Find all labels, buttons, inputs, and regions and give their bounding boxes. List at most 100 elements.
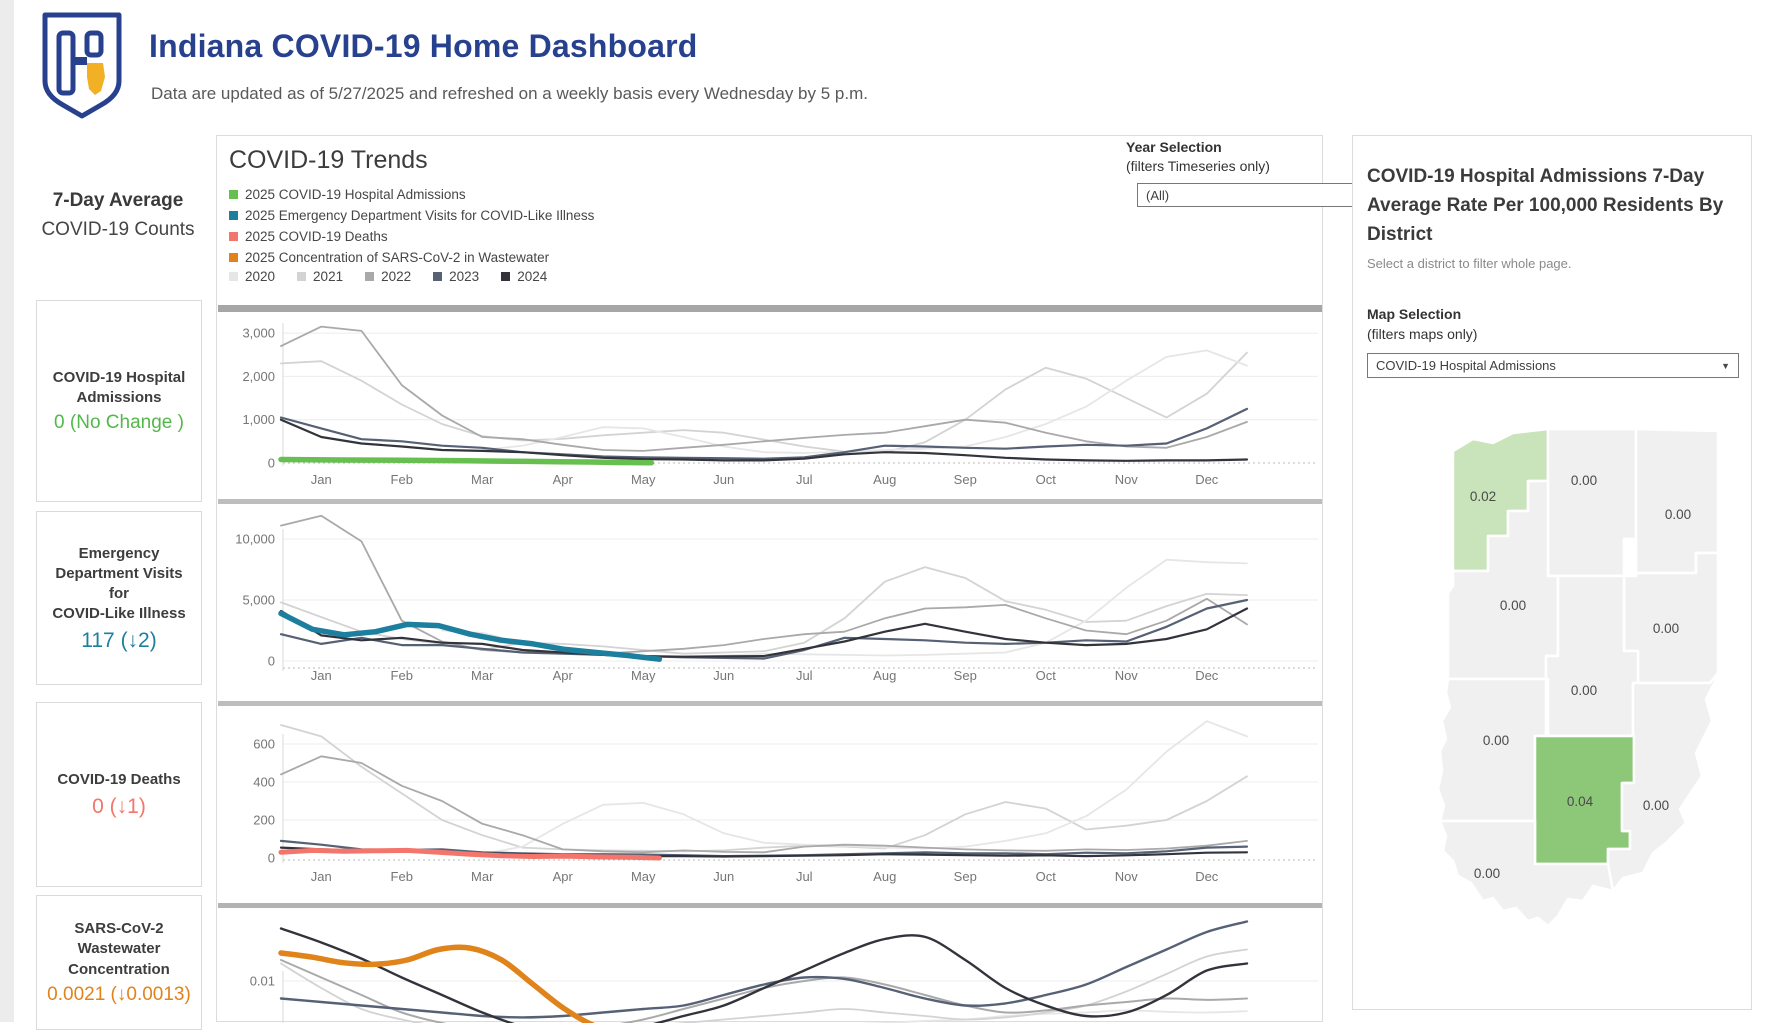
svg-text:0: 0 [268,851,275,866]
legend-item: 2025 Emergency Department Visits for COV… [229,205,594,226]
map-selection-value: COVID-19 Hospital Admissions [1376,358,1556,373]
district-value-label: 0.00 [1643,798,1669,813]
svg-text:Sep: Sep [954,472,977,487]
district-value-label: 0.00 [1571,473,1597,488]
kpi-card-value: 0.0021 (↓0.0013) [47,983,191,1005]
map-panel: COVID-19 Hospital Admissions 7-Day Avera… [1352,135,1752,1010]
trends-title: COVID-19 Trends [229,146,428,174]
legend-item: 2025 COVID-19 Deaths [229,226,594,247]
district-value-label: 0.00 [1500,598,1526,613]
legend-swatch-icon [365,272,375,281]
map-district-west-central[interactable]: 0.00 [1446,479,1560,681]
map-district-southwest-upper[interactable]: 0.00 [1436,677,1548,823]
kpi-card-label: Emergency Department Visits for COVID-Li… [52,544,186,623]
legend-year-label: 2024 [517,269,548,284]
legend-year-label: 2020 [245,269,276,284]
legend-swatch-icon [229,211,238,220]
trends-panel: COVID-19 Trends 2025 COVID-19 Hospital A… [216,135,1535,1023]
map-district-central[interactable]: 0.00 [1544,574,1640,738]
svg-text:Aug: Aug [873,869,896,884]
legend-year-item: 2023 [433,269,479,284]
map-district-north-central[interactable]: 0.00 [1546,427,1638,578]
svg-text:Dec: Dec [1195,472,1219,487]
svg-text:Jul: Jul [796,869,813,884]
separator-bar [218,701,1322,706]
district-value-label: 0.04 [1567,794,1594,809]
legend-years: 2020 2021 2022 2023 2024 [229,269,569,284]
svg-text:Oct: Oct [1036,472,1057,487]
kpi-card-label: COVID-19 Hospital Admissions [52,368,186,406]
legend-swatch-icon [501,272,511,281]
map-district-southeast[interactable]: 0.00 [1606,671,1720,893]
svg-text:400: 400 [253,775,275,790]
svg-text:3,000: 3,000 [242,326,275,341]
kpi-card: SARS-CoV-2 Wastewater Concentration 0.002… [36,895,202,1030]
kpi-card-value: 0 (↓1) [92,794,146,818]
left-gutter [0,0,14,1022]
map-district-south-central[interactable]: 0.04 [1533,734,1636,866]
svg-text:Feb: Feb [391,869,413,884]
svg-text:200: 200 [253,813,275,828]
svg-text:Dec: Dec [1195,668,1219,683]
legend-year-item: 2020 [229,269,275,284]
kpi-card: COVID-19 Deaths 0 (↓1) [36,702,202,887]
svg-text:Jul: Jul [796,668,813,683]
map-district-southwest-lower[interactable]: 0.00 [1438,819,1615,928]
svg-text:Apr: Apr [553,472,574,487]
legend-item: 2025 COVID-19 Hospital Admissions [229,184,594,205]
map-district-northeast[interactable]: 0.00 [1634,427,1720,575]
svg-text:0.01: 0.01 [250,974,275,989]
legend-label: 2025 COVID-19 Deaths [245,229,388,244]
svg-text:0: 0 [268,456,275,471]
chart-ed-visits: 10,000 5,000 0 Jan Feb Mar Apr May Jun Jul Aug Sep O… [235,514,1318,683]
legend-year-item: 2024 [501,269,547,284]
svg-text:Oct: Oct [1036,668,1057,683]
svg-text:Jun: Jun [713,472,734,487]
legend-swatch-icon [433,272,443,281]
chart-hospital-admissions: 3,000 2,000 1,000 0 Jan Feb Mar Apr May Jun Jul Aug… [242,323,1318,487]
svg-text:Dec: Dec [1195,869,1219,884]
svg-text:Feb: Feb [391,668,413,683]
svg-text:May: May [631,869,656,884]
map-selection-label: Map Selection [1367,306,1462,322]
separator-bar [218,305,1322,312]
svg-text:Sep: Sep [954,668,977,683]
legend-swatch-icon [229,272,238,281]
legend-year-label: 2022 [381,269,412,284]
legend-year-item: 2022 [365,269,411,284]
sidebar-heading-line2: COVID-19 Counts [41,219,195,240]
svg-text:Nov: Nov [1115,668,1139,683]
kpi-card-value: 117 (↓2) [81,628,157,652]
svg-text:Jun: Jun [713,668,734,683]
map-selection-dropdown[interactable]: COVID-19 Hospital Admissions ▼ [1367,353,1739,378]
svg-text:Mar: Mar [471,869,494,884]
page-title: Indiana COVID-19 Home Dashboard [149,28,698,64]
svg-text:May: May [631,472,656,487]
legend-year-label: 2023 [449,269,480,284]
svg-text:Mar: Mar [471,472,494,487]
legend-swatch-icon [229,232,238,241]
svg-text:Jan: Jan [311,472,332,487]
chevron-down-icon: ▼ [1721,360,1730,371]
indiana-district-map: 0.02 0.00 0.00 0.00 0.00 0.00 0.00 0.04 0.00 0.00 [1436,427,1720,928]
svg-text:Aug: Aug [873,668,896,683]
svg-text:Sep: Sep [954,869,977,884]
legend-2025-series: 2025 COVID-19 Hospital Admissions 2025 Em… [229,184,594,268]
svg-text:Apr: Apr [553,869,574,884]
svg-text:Jun: Jun [713,869,734,884]
district-value-label: 0.00 [1665,507,1691,522]
kpi-card-label: COVID-19 Deaths [57,771,181,789]
svg-text:Apr: Apr [553,668,574,683]
svg-text:0: 0 [268,654,275,669]
svg-text:Mar: Mar [471,668,494,683]
chart-deaths: 600 400 200 0 Jan Feb Mar Apr May Jun Jul Aug Sep Oct… [253,720,1318,884]
district-value-label: 0.00 [1483,733,1509,748]
map-panel-subtitle: Select a district to filter whole page. [1367,256,1572,271]
svg-text:Feb: Feb [391,472,413,487]
svg-text:Jan: Jan [311,668,332,683]
separator-bar [218,499,1322,504]
district-value-label: 0.00 [1571,683,1597,698]
legend-label: 2025 COVID-19 Hospital Admissions [245,187,466,202]
legend-item: 2025 Concentration of SARS-CoV-2 in Wast… [229,247,594,268]
year-selection-value: (All) [1146,187,1170,203]
